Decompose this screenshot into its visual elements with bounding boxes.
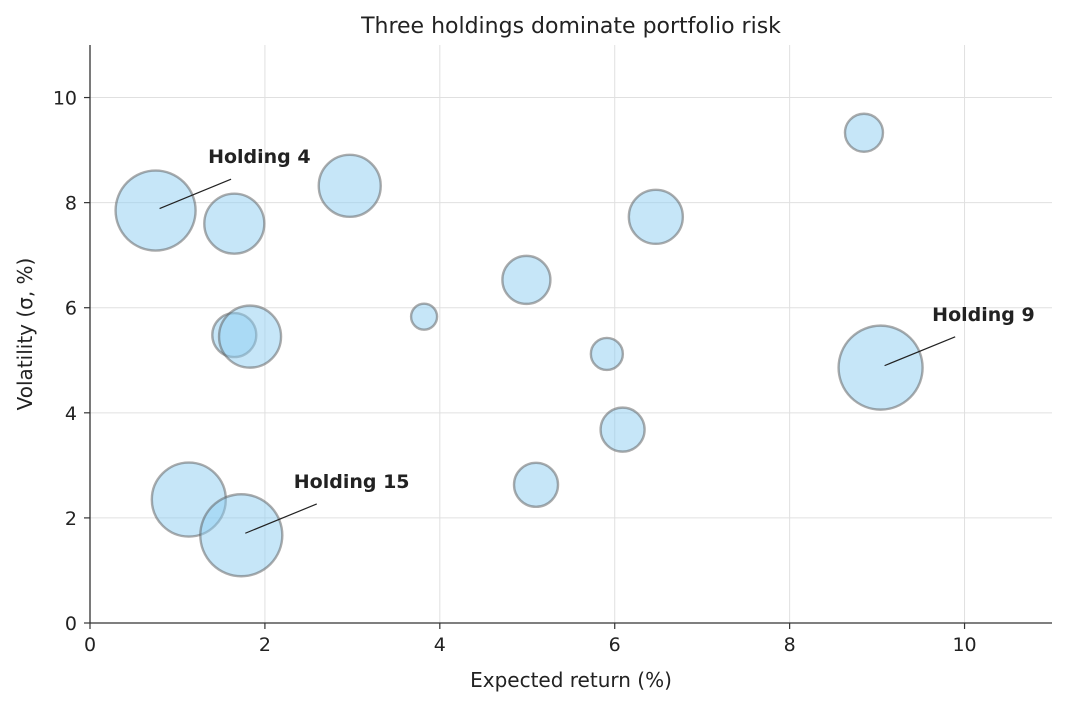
annotation-label: Holding 4 — [208, 146, 311, 168]
bubbles — [114, 112, 924, 578]
bubble — [217, 304, 283, 369]
axes — [89, 45, 1052, 624]
x-tick-label: 8 — [784, 634, 796, 656]
x-tick-label: 10 — [952, 634, 976, 656]
bubble — [512, 461, 560, 509]
bubble — [114, 169, 197, 252]
y-tick-label: 2 — [65, 508, 77, 530]
y-axis-label: Volatility (σ, %) — [13, 258, 37, 411]
y-tick-label: 8 — [65, 193, 77, 215]
annotation-label: Holding 9 — [932, 304, 1035, 326]
annotation-leader — [245, 503, 317, 534]
bubble — [627, 188, 685, 246]
bubble — [409, 302, 439, 331]
bubble — [599, 406, 646, 453]
bubble — [317, 153, 382, 219]
y-tick-label: 6 — [65, 298, 77, 320]
x-tick-label: 0 — [84, 634, 96, 656]
chart-title: Three holdings dominate portfolio risk — [360, 14, 781, 39]
bubble — [199, 493, 284, 578]
y-tick-label: 0 — [65, 613, 77, 635]
bubble — [589, 336, 625, 372]
y-tick-label: 10 — [53, 88, 77, 110]
bubble — [843, 112, 885, 153]
y-tick-label: 4 — [65, 403, 77, 425]
annotation-leader — [884, 336, 956, 367]
x-axis-label: Expected return (%) — [470, 668, 672, 692]
x-tick-label: 4 — [434, 634, 446, 656]
annotation-leader — [159, 178, 232, 210]
x-ticks: 0 2 4 6 8 10 — [84, 623, 977, 656]
bubble — [203, 192, 266, 255]
annotation-label: Holding 15 — [294, 471, 410, 493]
x-tick-label: 2 — [259, 634, 271, 656]
bubble — [501, 254, 552, 306]
bubble — [837, 324, 924, 411]
annotations: Holding 4 Holding 9 Holding 15 — [159, 146, 1035, 534]
x-tick-label: 6 — [609, 634, 621, 656]
y-ticks: 0 2 4 6 8 10 — [53, 88, 90, 635]
